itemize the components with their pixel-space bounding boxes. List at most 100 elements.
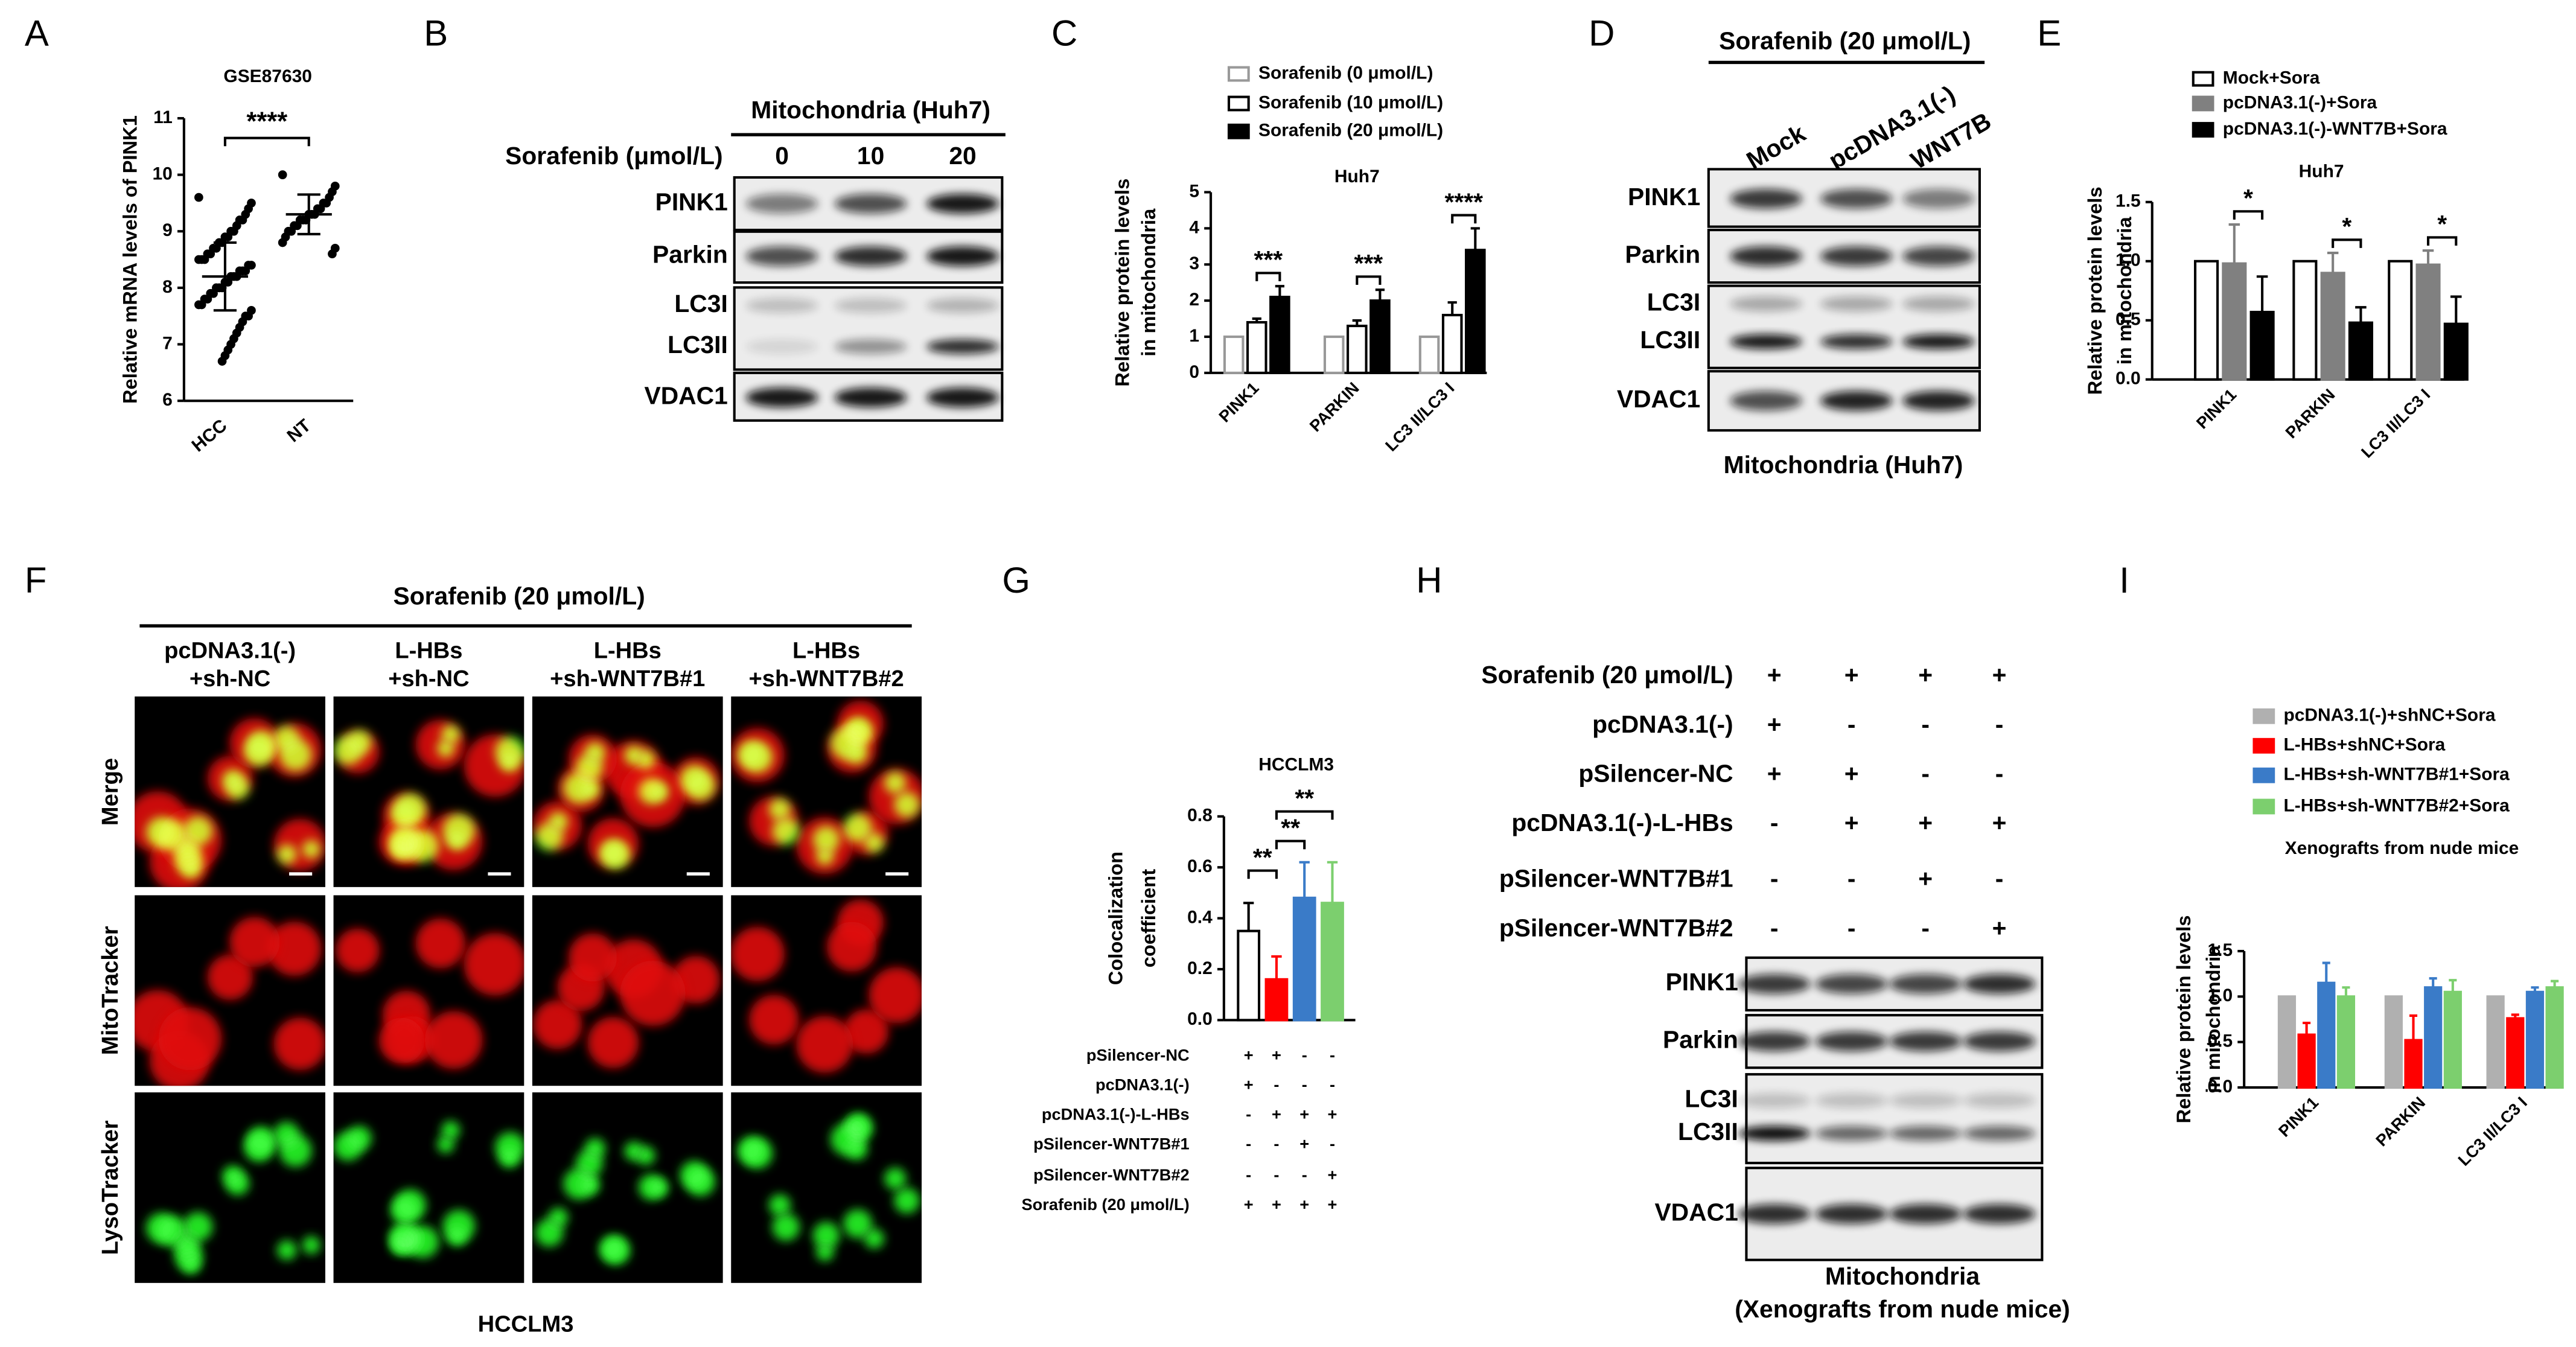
lyso-signal — [447, 831, 467, 850]
y-axis-label: in mitochondria — [2202, 945, 2224, 1094]
band-label: LC3I — [674, 290, 727, 317]
blot-band — [1738, 1093, 1811, 1108]
error-bar — [1275, 285, 1285, 298]
blot-band — [834, 387, 907, 408]
blot-band — [1963, 1204, 2036, 1224]
lyso-signal — [816, 847, 834, 865]
bar — [2222, 262, 2247, 381]
legend-swatch — [2252, 798, 2275, 815]
band-label: VDAC1 — [644, 381, 727, 409]
lyso-signal — [273, 1122, 300, 1148]
chart-title: Huh7 — [1334, 167, 1380, 186]
y-tick-label: 4 — [1189, 217, 1199, 237]
bar — [2443, 990, 2462, 1089]
lyso-signal — [447, 1227, 467, 1246]
blot-band — [1815, 1031, 1888, 1052]
significance-label: *** — [1354, 249, 1383, 277]
legend-swatch — [2252, 767, 2275, 783]
legend-label: pcDNA3.1(-)+Sora — [2223, 92, 2377, 112]
y-tick-label: 8 — [162, 277, 173, 297]
micrograph-content — [146, 1122, 320, 1274]
mito-signal — [533, 999, 582, 1049]
legend-label: L-HBs+sh-WNT7B#1+Sora — [2283, 765, 2510, 785]
y-axis-label: coefficient — [1137, 869, 1159, 967]
mito-signal — [620, 960, 686, 1027]
panel-letter: G — [1002, 560, 1030, 600]
blot-band — [745, 194, 818, 214]
y-tick-label: 5 — [1189, 181, 1199, 201]
bar — [1418, 335, 1440, 374]
micrograph-content — [533, 734, 720, 870]
error-bar — [1252, 317, 1261, 323]
mito-signal — [869, 967, 922, 1024]
blot-header: Sorafenib (20 μmol/L) — [1719, 27, 1971, 55]
blot-band — [1963, 1126, 2036, 1141]
condition-sign: + — [1328, 1165, 1337, 1184]
column-label: +sh-WNT7B#1 — [550, 666, 705, 692]
row-label: MitoTracker — [98, 926, 123, 1055]
lyso-signal — [894, 792, 920, 818]
band-label: PINK1 — [1628, 183, 1700, 211]
bar — [1264, 978, 1289, 1022]
condition-sign: - — [1302, 1045, 1307, 1064]
band-label: Parkin — [1625, 240, 1700, 268]
lyso-signal — [599, 840, 625, 865]
mito-signal — [796, 1016, 853, 1073]
lyso-signal — [500, 753, 519, 772]
y-tick-label: 0.6 — [1187, 856, 1213, 876]
blot-band — [834, 298, 907, 313]
error-bar — [1271, 955, 1282, 979]
mito-signal — [731, 926, 785, 981]
blot-band — [1738, 1204, 1811, 1224]
significance-bracket — [2332, 238, 2362, 248]
bar — [2388, 260, 2413, 381]
condition-sign: - — [1921, 914, 1930, 941]
row-label: LysoTracker — [98, 1120, 123, 1255]
blot-band — [1815, 1093, 1888, 1108]
condition-sign: - — [1330, 1134, 1335, 1153]
data-point — [194, 255, 203, 264]
y-axis-label: Colocalization — [1105, 852, 1127, 985]
condition-sign: - — [1770, 914, 1779, 941]
condition-sign: - — [1995, 865, 2004, 893]
error-bar — [2327, 252, 2339, 273]
lane-label: 20 — [949, 142, 976, 170]
blot-band — [745, 339, 818, 354]
blot-band — [1889, 1093, 1962, 1108]
blot-band — [1730, 334, 1802, 349]
error-bar — [1447, 301, 1457, 316]
significance-label: ** — [1253, 843, 1272, 871]
legend-label: Sorafenib (10 μmol/L) — [1258, 92, 1443, 112]
condition-sign: + — [1244, 1045, 1254, 1064]
condition-sign: + — [1992, 809, 2007, 836]
blot-band — [1963, 1093, 2036, 1108]
condition-sign: + — [1299, 1195, 1309, 1214]
condition-label: Sorafenib (20 μmol/L) — [1022, 1195, 1190, 1214]
panel-letter: D — [1589, 13, 1615, 54]
condition-sign: - — [1848, 865, 1856, 893]
error-bar — [2511, 1013, 2519, 1019]
lyso-signal — [769, 1194, 791, 1216]
column-label: pcDNA3.1(-) — [164, 638, 296, 664]
lyso-signal — [636, 1146, 655, 1165]
mito-signal — [273, 1017, 325, 1071]
panel-letter: F — [25, 560, 47, 600]
error-bar — [2256, 275, 2268, 313]
legend-label: Sorafenib (20 μmol/L) — [1258, 121, 1443, 141]
condition-label: Sorafenib (20 μmol/L) — [1481, 661, 1733, 689]
blot-band — [745, 387, 818, 408]
lyso-signal — [638, 1174, 664, 1200]
blot-band — [1820, 246, 1893, 266]
lyso-signal — [843, 813, 872, 842]
lyso-signal — [500, 1148, 519, 1168]
error-bar — [1243, 902, 1254, 931]
blot-footer: (Xenografts from nude mice) — [1735, 1295, 2070, 1323]
legend-swatch — [2192, 95, 2214, 112]
y-tick-label: 0.4 — [1187, 907, 1213, 927]
condition-sign: - — [1921, 710, 1930, 738]
mito-signal — [587, 1016, 639, 1068]
y-tick-label: 1.0 — [2207, 986, 2233, 1005]
condition-sign: + — [1767, 710, 1782, 738]
y-tick-label: 1.0 — [2115, 250, 2141, 270]
significance-label: *** — [1254, 246, 1283, 273]
